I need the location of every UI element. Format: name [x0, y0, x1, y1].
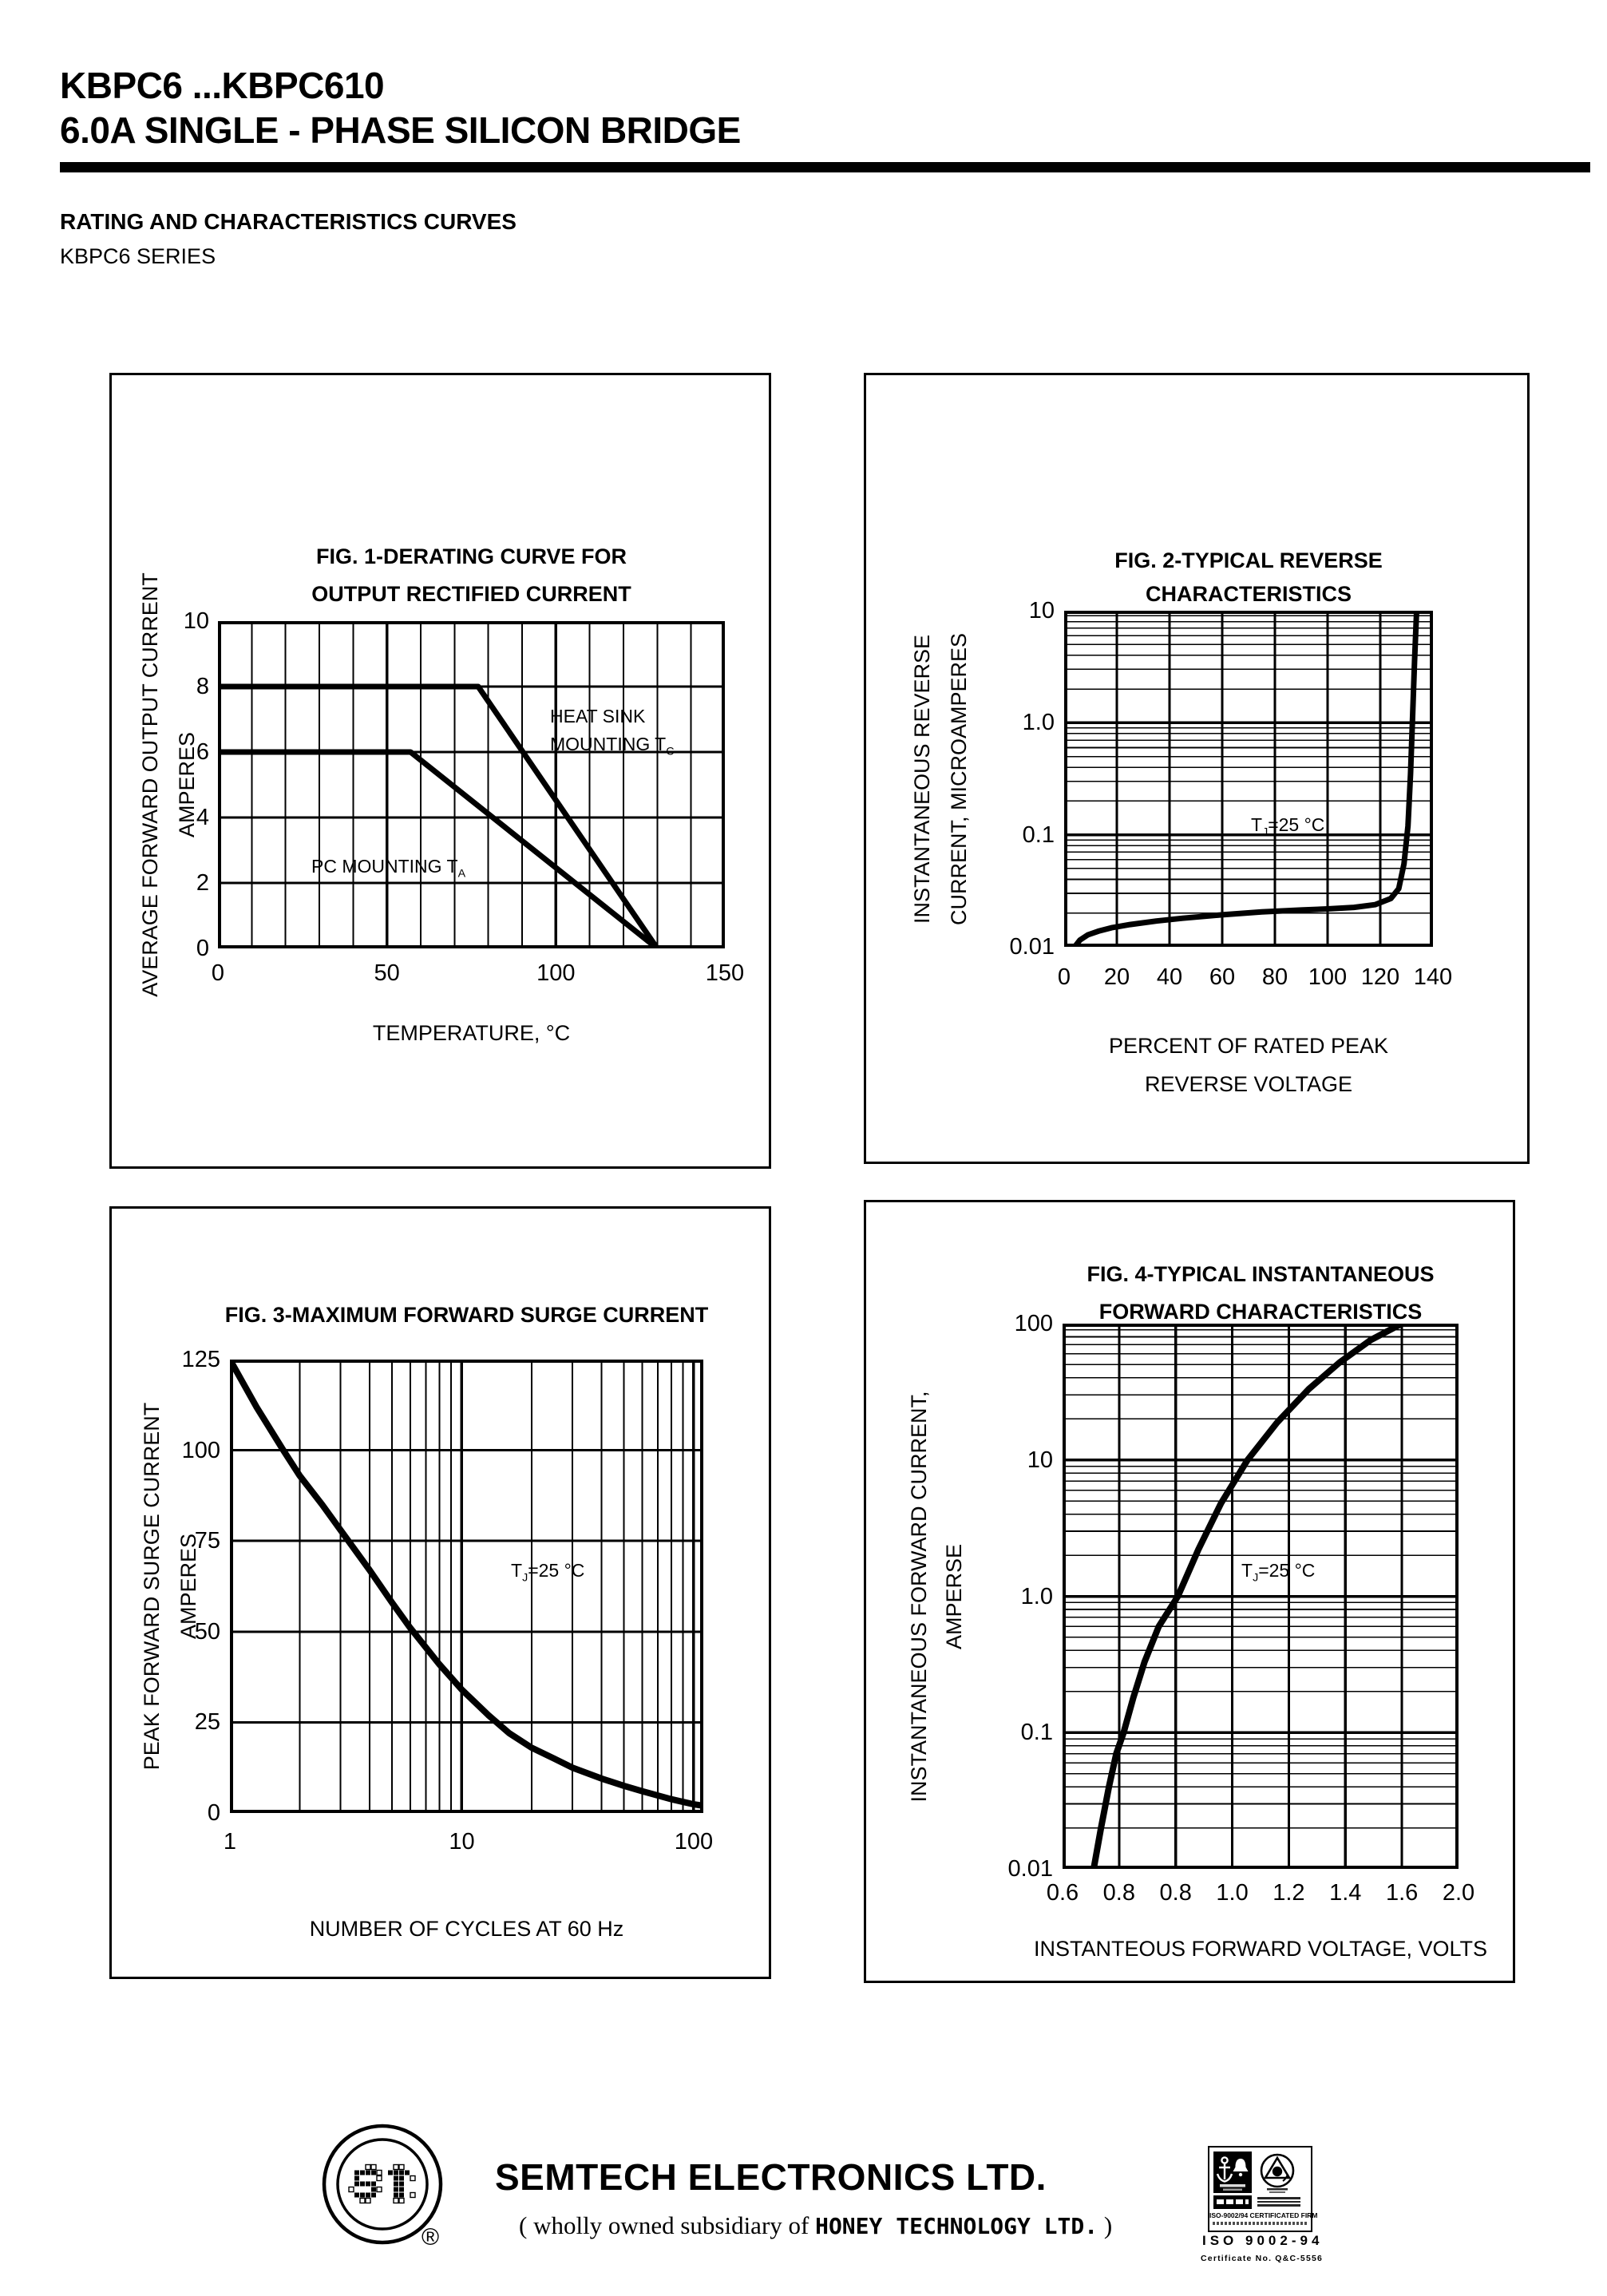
fig4-title-line1: FIG. 4-TYPICAL INSTANTANEOUS [1087, 1262, 1435, 1286]
anchor-certification-badge-icon [1213, 2152, 1252, 2193]
section-heading: RATING AND CHARACTERISTICS CURVES [60, 209, 517, 234]
semtech-st-logo-icon [322, 2124, 443, 2245]
fig2-plot-area [1064, 611, 1433, 947]
y-tick-label: 0.01 [1009, 934, 1055, 960]
fig4-y-axis-label-line1: INSTANTANEOUS FORWARD CURRENT, [907, 1390, 931, 1803]
fig2-y-axis-label-line1: INSTANTANEOUS REVERSE [910, 634, 934, 924]
fig1-x-axis-label: TEMPERATURE, °C [372, 1021, 571, 1045]
y-tick-label: 0.01 [1007, 1856, 1053, 1882]
y-tick-label: 10 [183, 608, 209, 634]
fig1-y-axis-label-line1: AVERAGE FORWARD OUTPUT CURRENT [138, 572, 162, 997]
x-tick-label: 0.8 [1159, 1880, 1192, 1906]
title-underline-rule [60, 162, 1590, 172]
fig2-temperature-annotation: TJ=25 °C [1251, 814, 1325, 839]
figure-1-derating-curve: FIG. 1-DERATING CURVE FOR OUTPUT RECTIFI… [109, 373, 771, 1169]
x-tick-label: 100 [536, 960, 576, 986]
x-tick-label: 0.8 [1102, 1880, 1135, 1906]
certificate-number: Certificate No. Q&C-5556 [1201, 2254, 1324, 2263]
iso-standard-text: ISO 9002-94 [1202, 2233, 1324, 2248]
x-tick-label: 1.2 [1273, 1880, 1305, 1906]
x-tick-label: 100 [674, 1829, 714, 1855]
y-tick-label: 4 [196, 805, 209, 830]
fig3-x-axis-label: NUMBER OF CYCLES AT 60 Hz [309, 1917, 624, 1941]
fig1-title-line2: OUTPUT RECTIFIED CURRENT [311, 582, 631, 606]
fig3-temperature-annotation: TJ=25 °C [511, 1560, 585, 1585]
figure-3-forward-surge-current: FIG. 3-MAXIMUM FORWARD SURGE CURRENT PEA… [109, 1206, 771, 1979]
x-tick-label: 0 [1057, 964, 1071, 990]
y-tick-label: 8 [196, 674, 209, 699]
x-tick-label: 2.0 [1442, 1880, 1475, 1906]
x-tick-label: 150 [705, 960, 745, 986]
x-tick-label: 1.0 [1216, 1880, 1249, 1906]
fig1-plot-area [218, 621, 725, 948]
figure-2-reverse-characteristics: FIG. 2-TYPICAL REVERSE CHARACTERISTICS I… [864, 373, 1530, 1164]
y-tick-label: 1.0 [1022, 710, 1055, 736]
x-tick-label: 80 [1261, 964, 1288, 990]
x-tick-label: 1.4 [1329, 1880, 1362, 1906]
x-tick-label: 0.6 [1046, 1880, 1079, 1906]
x-tick-label: 60 [1209, 964, 1236, 990]
y-tick-label: 10 [1028, 598, 1055, 623]
x-tick-label: 1.6 [1385, 1880, 1419, 1906]
badge-caption-bar [1213, 2195, 1252, 2209]
y-tick-label: 50 [194, 1618, 220, 1645]
x-tick-label: 40 [1156, 964, 1183, 990]
x-tick-label: 140 [1413, 964, 1453, 990]
badge-fine-print [1256, 2195, 1302, 2207]
y-tick-label: 2 [196, 870, 209, 896]
fig1-y-axis-label-line2: AMPERES [175, 731, 199, 838]
section-subheading: KBPC6 SERIES [60, 244, 216, 268]
y-tick-label: 6 [196, 739, 209, 765]
x-tick-label: 50 [374, 960, 400, 986]
x-tick-label: 100 [1308, 964, 1348, 990]
y-tick-label: 0.1 [1020, 1720, 1053, 1746]
y-tick-label: 75 [194, 1528, 220, 1554]
fig4-temperature-annotation: TJ=25 °C [1241, 1560, 1316, 1585]
y-tick-label: 0 [196, 936, 209, 961]
fig4-y-axis-label-line2: AMPERSE [942, 1543, 966, 1649]
accredited-emblem-badge-icon [1260, 2153, 1295, 2193]
page-title-line1: KBPC6 ...KBPC610 [60, 65, 385, 106]
y-tick-label: 125 [181, 1347, 220, 1372]
registered-trademark-icon: ® [422, 2224, 440, 2250]
fig2-x-axis-label-line2: REVERSE VOLTAGE [1144, 1072, 1353, 1096]
y-tick-label: 1.0 [1020, 1583, 1053, 1609]
cert-firm-line: ISO-9002/94 CERTIFICATED FIRM [1209, 2211, 1318, 2219]
fig4-x-axis-label: INSTANTEOUS FORWARD VOLTAGE, VOLTS [1033, 1937, 1488, 1961]
x-tick-label: 1 [223, 1829, 237, 1855]
page-title-line2: 6.0A SINGLE - PHASE SILICON BRIDGE [60, 109, 741, 151]
fig2-y-axis-label-line2: CURRENT, MICROAMPERES [947, 632, 971, 925]
figure-4-forward-characteristics: FIG. 4-TYPICAL INSTANTANEOUS FORWARD CHA… [864, 1200, 1515, 1983]
cert-fine-print-line [1213, 2222, 1308, 2225]
x-tick-label: 20 [1103, 964, 1130, 990]
x-tick-label: 120 [1360, 964, 1400, 990]
fig3-plot-area [230, 1360, 703, 1813]
fig1-pc-mounting-curve-label: PC MOUNTING TA [311, 856, 466, 881]
y-tick-label: 25 [194, 1709, 220, 1736]
y-tick-label: 0 [207, 1800, 220, 1826]
y-tick-label: 10 [1027, 1447, 1053, 1473]
subsidiary-line: ( wholly owned subsidiary of HONEY TECHN… [519, 2211, 1113, 2239]
fig4-title-line2: FORWARD CHARACTERISTICS [1098, 1300, 1423, 1324]
y-tick-label: 0.1 [1022, 821, 1055, 848]
parent-company-name: HONEY TECHNOLOGY LTD. [815, 2213, 1098, 2239]
fig1-title-line1: FIG. 1-DERATING CURVE FOR [315, 544, 627, 568]
fig3-title: FIG. 3-MAXIMUM FORWARD SURGE CURRENT [224, 1303, 709, 1327]
fig2-title-line2: CHARACTERISTICS [1145, 582, 1352, 606]
fig4-plot-area [1063, 1324, 1459, 1869]
certification-block: ISO-9002/94 CERTIFICATED FIRM [1208, 2146, 1318, 2232]
fig2-x-axis-label-line1: PERCENT OF RATED PEAK [1108, 1034, 1389, 1058]
company-name: SEMTECH ELECTRONICS LTD. [495, 2156, 1047, 2198]
x-tick-label: 10 [449, 1829, 475, 1855]
y-tick-label: 100 [1014, 1311, 1053, 1336]
fig1-heat-sink-curve-label: HEAT SINK MOUNTING TC [550, 706, 675, 758]
x-tick-label: 0 [211, 960, 225, 986]
y-tick-label: 100 [181, 1437, 220, 1463]
fig2-title-line1: FIG. 2-TYPICAL REVERSE [1114, 548, 1383, 572]
